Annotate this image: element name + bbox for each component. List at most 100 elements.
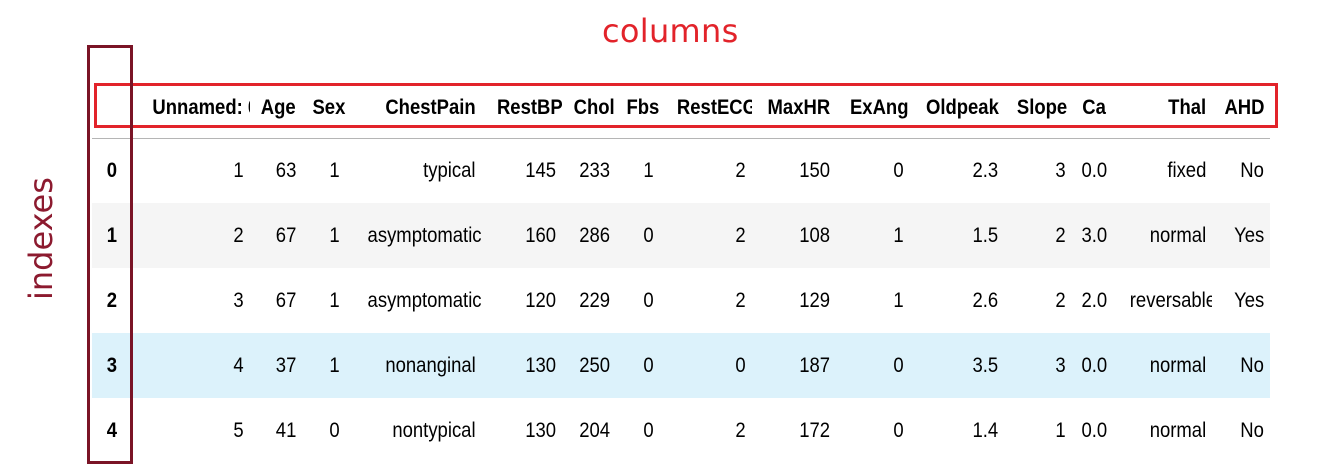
cell-value: 2.3 <box>972 158 998 182</box>
cell-value: 0 <box>643 288 654 312</box>
cell-value: 2 <box>735 288 746 312</box>
column-header: Sex <box>302 78 346 139</box>
cell-value: normal <box>1149 223 1206 247</box>
cell-value: 229 <box>579 288 610 312</box>
table-cell: 108 <box>752 203 836 268</box>
table-cell: 1 <box>302 203 346 268</box>
cell-value: 67 <box>275 288 296 312</box>
cell-value: 1 <box>329 288 340 312</box>
cell-value: 2.6 <box>972 288 998 312</box>
table-cell: 1 <box>132 138 250 203</box>
cell-value: reversable <box>1129 288 1212 312</box>
table-row[interactable]: 0 1 63 1 typical 145 233 1 2 150 0 2.3 3 0.0 fixed No <box>92 138 1270 203</box>
cell-value: 150 <box>799 158 830 182</box>
table-cell: normal <box>1112 398 1212 463</box>
table-row[interactable]: 1 2 67 1 asymptomatic 160 286 0 2 108 1 1.5 2 3.0 norm… <box>92 203 1270 268</box>
cell-value: 1 <box>329 223 340 247</box>
table-cell: 1 <box>1004 398 1072 463</box>
cell-value: 0 <box>893 353 904 377</box>
column-header: Unnamed: 0 <box>132 78 250 139</box>
cell-value: nontypical <box>392 418 476 442</box>
table-cell: reversable <box>1112 268 1212 333</box>
table-cell: 0 <box>616 203 660 268</box>
cell-value: 0.0 <box>1081 353 1108 377</box>
cell-value: 3 <box>233 288 244 312</box>
cell-value: 130 <box>525 353 556 377</box>
cell-value: 0 <box>643 353 654 377</box>
cell-value: typical <box>423 158 476 182</box>
table-cell: 3 <box>132 268 250 333</box>
column-header: Ca <box>1072 78 1112 139</box>
table-cell: 130 <box>482 398 562 463</box>
table-cell: 2.0 <box>1072 268 1112 333</box>
cell-value: asymptomatic <box>367 223 482 247</box>
table-cell: 0.0 <box>1072 138 1112 203</box>
table-cell: normal <box>1112 333 1212 398</box>
cell-value: normal <box>1149 418 1206 442</box>
cell-value: 1 <box>893 223 904 247</box>
cell-value: 4 <box>233 353 244 377</box>
column-header: MaxHR <box>752 78 836 139</box>
column-header: Fbs <box>616 78 660 139</box>
table-cell: 0.0 <box>1072 333 1112 398</box>
column-header: Chol <box>562 78 616 139</box>
cell-value: 1.4 <box>972 418 998 442</box>
table-cell: 0 <box>836 398 910 463</box>
row-index-label: 2 <box>106 288 118 312</box>
cell-value: fixed <box>1166 158 1206 182</box>
cell-value: 0 <box>643 223 654 247</box>
table-row[interactable]: 2 3 67 1 asymptomatic 120 229 0 2 129 1 2.6 2 2.0 reve… <box>92 268 1270 333</box>
cell-value: 0 <box>329 418 340 442</box>
cell-value: 63 <box>275 158 296 182</box>
row-index: 2 <box>92 268 132 333</box>
cell-value: 130 <box>525 418 556 442</box>
table-cell: 187 <box>752 333 836 398</box>
table-row[interactable]: 3 4 37 1 nonanginal 130 250 0 0 187 0 3.5 3 0.0 normal… <box>92 333 1270 398</box>
cell-value: 0 <box>735 353 746 377</box>
cell-value: 2 <box>735 223 746 247</box>
cell-value: 1 <box>1055 418 1066 442</box>
cell-value: 145 <box>525 158 556 182</box>
column-header: RestECG <box>660 78 752 139</box>
column-header-label: AHD <box>1223 95 1264 119</box>
table-cell: 120 <box>482 268 562 333</box>
table-cell: 63 <box>250 138 302 203</box>
cell-value: 172 <box>799 418 830 442</box>
column-header: ExAng <box>836 78 910 139</box>
column-header-label: Thal <box>1168 95 1206 119</box>
table-cell: 3.5 <box>910 333 1004 398</box>
indexes-annotation-label: indexes <box>22 177 60 300</box>
table-cell: 37 <box>250 333 302 398</box>
row-index-label: 0 <box>106 158 118 182</box>
column-header-label: Slope <box>1016 95 1068 119</box>
table-cell: 1 <box>836 203 910 268</box>
table-cell: 2 <box>660 398 752 463</box>
table-cell: 67 <box>250 268 302 333</box>
row-index-label: 1 <box>106 223 118 247</box>
cell-value: 2 <box>735 158 746 182</box>
table-row[interactable]: 4 5 41 0 nontypical 130 204 0 2 172 0 1.4 1 0.0 normal… <box>92 398 1270 463</box>
table-cell: 150 <box>752 138 836 203</box>
table-cell: normal <box>1112 203 1212 268</box>
table-cell: 1 <box>836 268 910 333</box>
column-header-label: Chol <box>573 95 615 119</box>
cell-value: 187 <box>799 353 830 377</box>
row-index: 1 <box>92 203 132 268</box>
cell-value: No <box>1240 418 1264 442</box>
cell-value: 0 <box>893 418 904 442</box>
table-cell: 41 <box>250 398 302 463</box>
table-cell: asymptomatic <box>346 203 482 268</box>
table-cell: 1 <box>302 268 346 333</box>
table-cell: 2 <box>660 138 752 203</box>
cell-value: 108 <box>799 223 830 247</box>
table-cell: No <box>1212 138 1270 203</box>
cell-value: 3 <box>1055 353 1066 377</box>
column-header-label: Sex <box>312 95 346 119</box>
cell-value: 160 <box>525 223 556 247</box>
column-header: Oldpeak <box>910 78 1004 139</box>
cell-value: 67 <box>275 223 296 247</box>
table-cell: 0 <box>836 138 910 203</box>
table-cell: 145 <box>482 138 562 203</box>
columns-annotation-label: columns <box>602 12 739 50</box>
table-cell: 160 <box>482 203 562 268</box>
